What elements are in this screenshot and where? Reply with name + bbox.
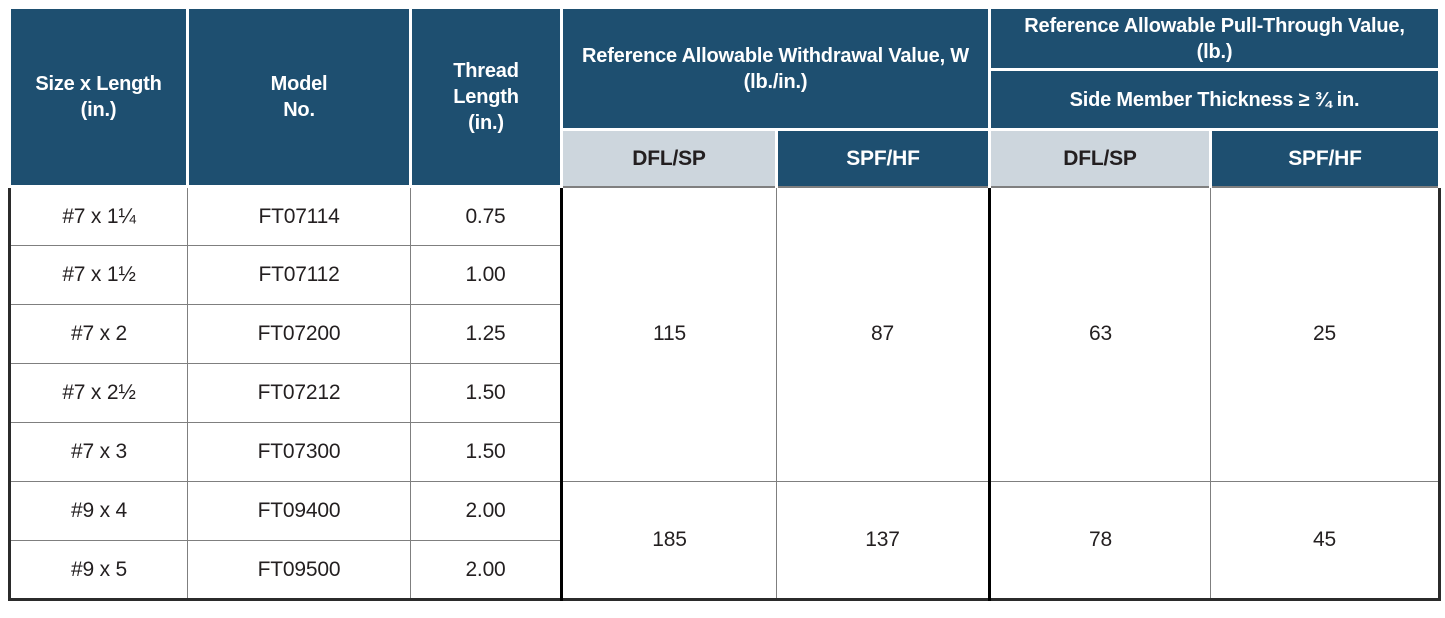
- subheader-withdrawal-dfl-sp: DFL/SP: [560, 128, 778, 188]
- header-row-3: DFL/SP SPF/HF DFL/SP SPF/HF: [10, 128, 1441, 188]
- cell-withdrawal-dfl-sp-group-9: 185: [560, 481, 777, 600]
- header-withdrawal-title: Reference Allowable Withdrawal Value, W …: [560, 6, 991, 131]
- cell-thread-length: 0.75: [410, 186, 562, 246]
- header-row-2: Side Member Thickness ≥ ¾ in.: [10, 68, 1441, 131]
- header-side-member-thickness: Side Member Thickness ≥ ¾ in.: [988, 68, 1441, 131]
- table-header: Size x Length (in.) Model No. Thread Len…: [8, 6, 1441, 188]
- cell-size: #7 x 2: [9, 304, 188, 364]
- cell-thread-length: 1.25: [410, 304, 562, 364]
- table-row: #7 x 1½ FT07112 1.00: [9, 245, 1440, 305]
- cell-size: #9 x 4: [9, 481, 188, 541]
- cell-size: #9 x 5: [9, 540, 188, 600]
- table-row: #9 x 4 FT09400 2.00 185 137 78 45: [9, 481, 1440, 600]
- header-row-1: Size x Length (in.) Model No. Thread Len…: [8, 6, 1441, 188]
- cell-model: FT09400: [187, 481, 411, 541]
- cell-thread-length: 1.50: [410, 422, 562, 482]
- cell-model: FT07112: [187, 245, 411, 305]
- cell-size: #7 x 2½: [9, 363, 188, 423]
- cell-model: FT07212: [187, 363, 411, 423]
- cell-size: #7 x 1½: [9, 245, 188, 305]
- cell-withdrawal-spf-hf-group-7: 87: [776, 186, 990, 482]
- cell-thread-length: 1.00: [410, 245, 562, 305]
- header-thread-length: Thread Length (in.): [409, 6, 563, 188]
- cell-model: FT07200: [187, 304, 411, 364]
- cell-model: FT07114: [187, 186, 411, 246]
- subheader-withdrawal-spf-hf: SPF/HF: [775, 128, 991, 188]
- subheader-pull-through-spf-hf: SPF/HF: [1209, 128, 1441, 188]
- table-row: #7 x 1¼ FT07114 0.75 115 87 63 25: [9, 186, 1440, 482]
- table-row: #7 x 2 FT07200 1.25: [9, 304, 1440, 364]
- cell-thread-length: 1.50: [410, 363, 562, 423]
- cell-model: FT09500: [187, 540, 411, 600]
- header-pull-through-title: Reference Allowable Pull-Through Value, …: [988, 6, 1441, 71]
- subheader-pull-through-dfl-sp: DFL/SP: [988, 128, 1212, 188]
- cell-withdrawal-dfl-sp-group-7: 115: [560, 186, 777, 482]
- header-size-length: Size x Length (in.): [8, 6, 189, 188]
- cell-pull-through-spf-hf-group-7: 25: [1210, 186, 1440, 482]
- table-body: #7 x 1¼ FT07114 0.75 115 87 63 25 #7 x 1…: [9, 186, 1440, 600]
- cell-pull-through-spf-hf-group-9: 45: [1210, 481, 1440, 600]
- cell-thread-length: 2.00: [410, 540, 562, 600]
- cell-size: #7 x 3: [9, 422, 188, 482]
- cell-pull-through-dfl-sp-group-7: 63: [988, 186, 1211, 482]
- table-row: #7 x 2½ FT07212 1.50: [9, 363, 1440, 423]
- cell-pull-through-dfl-sp-group-9: 78: [988, 481, 1211, 600]
- cell-model: FT07300: [187, 422, 411, 482]
- cell-size: #7 x 1¼: [9, 186, 188, 246]
- table-row: #9 x 5 FT09500 2.00: [9, 540, 1440, 600]
- header-model-no: Model No.: [186, 6, 412, 188]
- fastener-allowable-values-table: Size x Length (in.) Model No. Thread Len…: [8, 6, 1441, 601]
- cell-thread-length: 2.00: [410, 481, 562, 541]
- cell-withdrawal-spf-hf-group-9: 137: [776, 481, 990, 600]
- table-row: #7 x 3 FT07300 1.50: [9, 422, 1440, 482]
